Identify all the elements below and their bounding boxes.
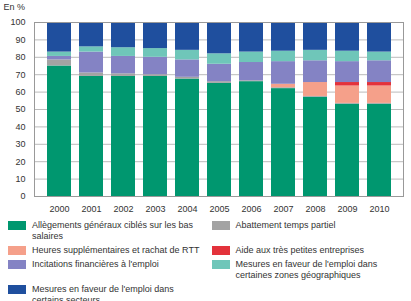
svg-text:70: 70 <box>15 70 25 80</box>
svg-text:2009: 2009 <box>337 204 357 214</box>
svg-text:2001: 2001 <box>81 204 101 214</box>
svg-text:2005: 2005 <box>209 204 229 214</box>
svg-text:2003: 2003 <box>145 204 165 214</box>
svg-text:2002: 2002 <box>113 204 133 214</box>
svg-text:0: 0 <box>20 191 25 201</box>
svg-text:2008: 2008 <box>305 204 325 214</box>
html-text:Incitations financières à l'em: Incitations financières à l'emploi <box>32 259 159 269</box>
svg-text:En %: En % <box>4 2 26 12</box>
svg-text:90: 90 <box>15 35 25 45</box>
svg-text:20: 20 <box>15 157 25 167</box>
svg-text:2006: 2006 <box>241 204 261 214</box>
svg-text:2000: 2000 <box>49 204 69 214</box>
svg-text:80: 80 <box>15 52 25 62</box>
svg-text:2007: 2007 <box>273 204 293 214</box>
svg-text:2004: 2004 <box>177 204 197 214</box>
svg-text:60: 60 <box>15 87 25 97</box>
svg-text:40: 40 <box>15 122 25 132</box>
html-text:Abattement temps partiel: Abattement temps partiel <box>235 220 336 230</box>
svg-text:10: 10 <box>15 174 25 184</box>
svg-text:2010: 2010 <box>369 204 389 214</box>
html-text:Heures supplémentaires et rach: Heures supplémentaires et rachat de RTT <box>32 245 200 255</box>
html-text:Mesures en faveur de l'emploi: Mesures en faveur de l'emploi dans certa… <box>235 259 378 280</box>
svg-text:30: 30 <box>15 139 25 149</box>
svg-text:50: 50 <box>15 104 25 114</box>
svg-text:100: 100 <box>10 17 25 27</box>
html-text:Aide aux très petites entrepri: Aide aux très petites entreprises <box>235 245 365 255</box>
html-text:Allègements généraux ciblés su: Allègements généraux ciblés sur les bas … <box>32 220 194 241</box>
